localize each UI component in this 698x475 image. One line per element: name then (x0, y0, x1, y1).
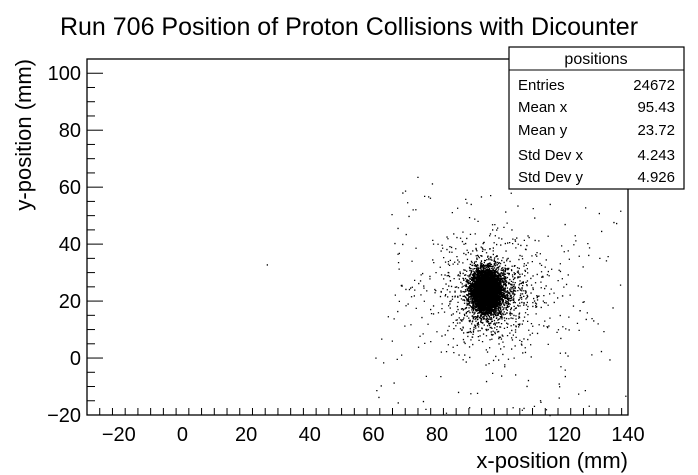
y-axis-title: y-position (mm) (11, 59, 36, 211)
y-tick-label: 100 (48, 63, 81, 85)
y-tick-label: 0 (70, 348, 81, 370)
stats-label-entries: Entries (518, 77, 565, 94)
y-tick-label: 60 (59, 177, 81, 199)
x-tick-label: 80 (426, 424, 448, 446)
chart-title: Run 706 Position of Proton Collisions wi… (60, 13, 638, 41)
x-tick-label: 40 (299, 424, 321, 446)
stats-value-mean-y: 23.72 (637, 122, 675, 139)
y-tick-label: 40 (59, 234, 81, 256)
stats-value-entries: 24672 (633, 77, 675, 94)
y-tick-label: 20 (59, 291, 81, 313)
x-tick-label: 60 (362, 424, 384, 446)
x-tick-label: −20 (102, 424, 136, 446)
x-axis: −20 0 20 40 60 80 100 120 140 (86, 408, 645, 446)
x-axis-title: x-position (mm) (476, 448, 628, 473)
plot-frame (86, 58, 629, 416)
stats-label-mean-y: Mean y (518, 122, 568, 139)
stats-label-std-dev-x: Std Dev x (518, 147, 584, 164)
y-axis: −20 0 20 40 60 80 100 (47, 58, 103, 427)
y-tick-label: −20 (47, 405, 81, 427)
scatter-points (266, 175, 627, 417)
stats-box-frame (508, 46, 685, 190)
stats-value-std-dev-y: 4.926 (637, 169, 675, 186)
stats-value-mean-x: 95.43 (637, 99, 675, 116)
x-tick-label: 140 (611, 424, 644, 446)
x-tick-label: 120 (548, 424, 581, 446)
stats-box: positions Entries 24672 Mean x 95.43 Mea… (508, 46, 685, 190)
stats-value-std-dev-x: 4.243 (637, 147, 675, 164)
stats-box-title: positions (564, 51, 627, 68)
stats-label-mean-x: Mean x (518, 99, 568, 116)
x-tick-label: 20 (235, 424, 257, 446)
data-points (266, 175, 627, 417)
x-tick-label: 0 (177, 424, 188, 446)
stats-label-std-dev-y: Std Dev y (518, 169, 584, 186)
x-tick-label: 100 (484, 424, 517, 446)
y-tick-label: 80 (59, 120, 81, 142)
